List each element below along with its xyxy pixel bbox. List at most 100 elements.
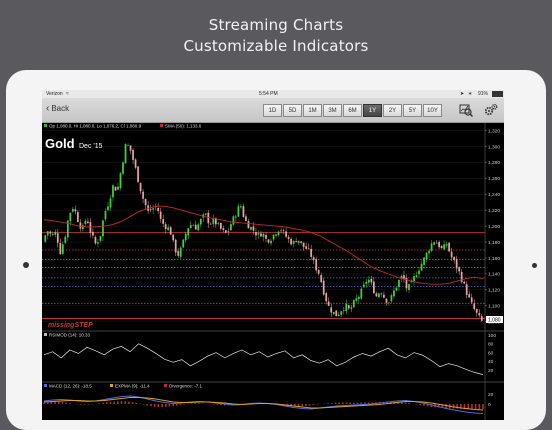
candle-body: [127, 145, 129, 146]
price-tick-label: 1,260: [488, 176, 500, 182]
candle-body: [347, 305, 350, 309]
candle-body: [443, 244, 445, 250]
range-button-3m[interactable]: 3M: [323, 104, 342, 117]
candle-body: [458, 267, 461, 272]
candle-body: [182, 239, 185, 248]
candle-body: [345, 303, 348, 312]
rsi-tick-label: 20: [488, 368, 494, 374]
candle-body: [448, 242, 451, 252]
candle-body: [395, 287, 398, 291]
candle-body: [109, 198, 112, 208]
candle-body: [179, 247, 182, 257]
candle-body: [134, 159, 137, 168]
candle-body: [292, 241, 295, 244]
candle-body: [252, 226, 255, 231]
candle-body: [102, 220, 104, 237]
sma-legend-swatch: [160, 124, 163, 127]
candle-body: [473, 303, 476, 310]
rsi-readout: RSIMOD (14): 10.33: [49, 333, 91, 338]
rsi-line: [43, 343, 484, 375]
candle-body: [94, 236, 97, 244]
expma-legend-swatch: [110, 384, 113, 387]
range-button-5d[interactable]: 5D: [283, 104, 302, 117]
candle-body: [64, 236, 67, 243]
price-tick-label: 1,120: [488, 288, 500, 294]
candle-body: [335, 310, 338, 317]
candle-body: [408, 284, 410, 290]
candle-body: [372, 281, 375, 294]
candle-body: [149, 209, 152, 211]
location-arrow-icon: ➤: [460, 91, 465, 97]
candle-body: [97, 242, 99, 244]
candle-body: [300, 241, 303, 243]
price-tick-label: 1,180: [488, 240, 500, 246]
candle-body: [480, 316, 483, 321]
candle-body: [92, 231, 94, 236]
clock: 5:54 PM: [259, 91, 278, 97]
candle-body: [415, 275, 418, 278]
candle-body: [129, 145, 132, 151]
candle-body: [257, 232, 260, 235]
candle-body: [277, 231, 280, 236]
candle-body: [144, 199, 147, 206]
price-chart[interactable]: 1,320 1,300 1,280 1,260 1,240 1,220 1,200 1,180…: [42, 123, 504, 420]
candle-body: [420, 263, 423, 271]
candle-body: [227, 231, 230, 232]
range-button-2y[interactable]: 2Y: [383, 104, 402, 117]
candle-body: [107, 206, 109, 211]
expma-line: [43, 397, 484, 411]
candle-body: [390, 295, 393, 302]
candle-body: [287, 236, 290, 239]
candle-body: [189, 225, 192, 229]
zoom-chart-icon[interactable]: [459, 103, 473, 117]
range-button-10y[interactable]: 10Y: [423, 104, 442, 117]
candle-body: [217, 223, 220, 225]
candle-body: [174, 239, 177, 253]
bluetooth-icon: ∗: [468, 91, 473, 97]
candle-body: [460, 271, 463, 283]
candle-body: [214, 218, 217, 225]
candle-body: [383, 294, 385, 298]
candle-body: [187, 228, 190, 236]
candle-body: [139, 182, 142, 192]
candle-body: [355, 298, 358, 301]
candle-body: [49, 231, 52, 234]
candle-body: [367, 279, 370, 283]
candle-body: [370, 278, 373, 283]
candle-body: [242, 206, 245, 217]
expma-readout: EXPMA (9): -11.4: [115, 384, 150, 389]
candle-body: [87, 221, 89, 224]
candle-body: [360, 288, 363, 299]
battery-level: 91%: [478, 91, 489, 97]
back-button[interactable]: ‹ Back: [46, 103, 69, 113]
candle-body: [199, 219, 202, 225]
headline-streaming-charts: Streaming Charts: [208, 16, 344, 34]
range-button-1y[interactable]: 1Y: [363, 104, 382, 117]
candle-body: [177, 251, 180, 256]
candle-body: [137, 166, 139, 183]
candle-body: [325, 293, 328, 302]
range-button-1d[interactable]: 1D: [263, 104, 282, 117]
range-button-6m[interactable]: 6M: [343, 104, 362, 117]
ohlc-readout: Op 1,080.0, Hi 1,080.0, Lo 1,076.2, Cl 1…: [49, 124, 142, 129]
watermark-logo: missingSTEP: [48, 322, 93, 329]
home-button[interactable]: [23, 262, 29, 268]
candle-body: [398, 280, 400, 288]
candle-body: [272, 234, 275, 240]
range-button-5y[interactable]: 5Y: [403, 104, 422, 117]
candle-body: [475, 309, 478, 313]
candle-body: [317, 269, 320, 274]
candle-body: [270, 240, 272, 244]
candle-body: [76, 212, 79, 223]
candle-body: [290, 238, 292, 245]
candle-body: [418, 270, 420, 275]
range-button-1m[interactable]: 1M: [303, 104, 322, 117]
gears-icon[interactable]: [484, 103, 498, 117]
candle-body: [435, 242, 438, 244]
candle-body: [375, 293, 378, 297]
candle-body: [332, 312, 335, 315]
sma-line: [43, 205, 484, 285]
macd-legend-swatch: [44, 384, 47, 387]
last-price-tag-label: 1,080: [488, 318, 501, 324]
candle-body: [167, 227, 170, 231]
